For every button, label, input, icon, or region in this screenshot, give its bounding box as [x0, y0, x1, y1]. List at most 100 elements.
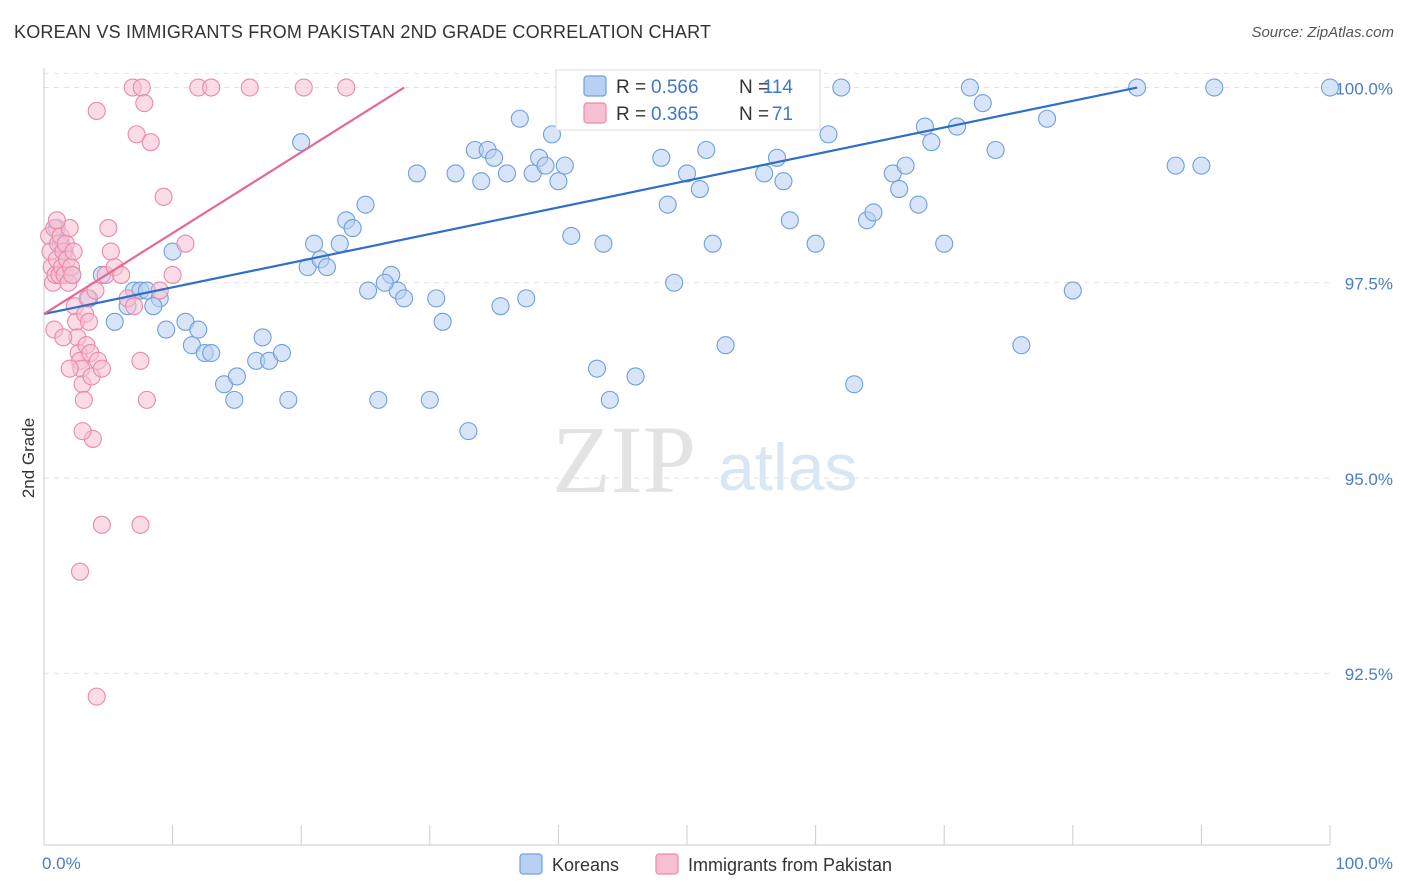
- pakistan-point: [131, 515, 150, 534]
- korean-point: [677, 164, 697, 183]
- korean-point: [555, 156, 574, 175]
- pakistan-point: [101, 242, 120, 261]
- korean-point: [517, 289, 536, 308]
- pakistan-point: [54, 328, 73, 347]
- x-tick-labels: 0.0% 100.0%: [42, 854, 1393, 873]
- pakistan-point: [92, 359, 111, 378]
- pakistan-point: [87, 687, 106, 706]
- korean-point: [626, 367, 645, 386]
- korean-point: [433, 312, 452, 331]
- korean-point: [1166, 156, 1185, 175]
- korean-point: [697, 140, 716, 160]
- korean-point: [497, 164, 517, 183]
- korean-point: [420, 390, 439, 409]
- legend-swatch-pakistan: [583, 102, 607, 124]
- korean-point: [292, 133, 311, 152]
- pakistan-point: [63, 265, 82, 284]
- korean-point: [562, 226, 581, 245]
- y-tick-label: 95.0%: [1345, 470, 1393, 489]
- legend-r-value-pakistan: 0.365: [651, 104, 699, 125]
- bottom-legend-label-pakistan: Immigrants from Pakistan: [688, 855, 892, 875]
- korean-point: [594, 234, 613, 253]
- korean-point: [472, 172, 491, 191]
- pakistan-point: [79, 312, 99, 331]
- korean-point: [935, 234, 954, 253]
- korean-point: [819, 125, 838, 144]
- korean-point: [407, 164, 426, 183]
- korean-point: [395, 289, 414, 308]
- korean-point: [343, 219, 362, 238]
- korean-point: [774, 172, 793, 191]
- pakistan-point: [240, 78, 259, 97]
- legend-box: R = 0.566 N = 114 R = 0.365 N = 71: [555, 69, 821, 131]
- pakistan-point: [70, 562, 90, 581]
- korean-point: [703, 234, 722, 253]
- korean-point: [536, 156, 555, 175]
- korean-point: [652, 148, 671, 167]
- korean-trendline: [43, 86, 1138, 316]
- chart-source: Source: ZipAtlas.com: [1251, 24, 1394, 41]
- korean-point: [806, 234, 825, 253]
- korean-point: [369, 390, 388, 409]
- korean-point: [446, 164, 465, 183]
- pakistan-point: [176, 234, 195, 253]
- korean-point: [1038, 109, 1057, 128]
- pakistan-point: [132, 78, 151, 97]
- legend-r-value-koreans: 0.566: [651, 77, 699, 98]
- korean-point: [690, 179, 709, 199]
- korean-point: [427, 289, 446, 308]
- axes: [43, 68, 1330, 846]
- pakistan-point: [154, 187, 173, 206]
- pakistan-point: [294, 78, 313, 97]
- pakistan-point: [337, 78, 356, 97]
- pakistan-point: [131, 351, 150, 370]
- pakistan-point: [135, 94, 154, 113]
- korean-point: [491, 297, 510, 316]
- korean-point: [587, 359, 607, 378]
- korean-point: [716, 336, 735, 355]
- korean-point: [600, 390, 619, 409]
- korean-point: [279, 390, 298, 409]
- korean-point: [845, 375, 864, 394]
- korean-point: [253, 328, 272, 347]
- y-axis-title: 2nd Grade: [19, 418, 38, 498]
- korean-point: [864, 203, 883, 222]
- trendlines: [43, 86, 1138, 316]
- pakistan-point: [141, 133, 160, 152]
- korean-point: [922, 133, 941, 152]
- pakistan-point: [74, 390, 93, 409]
- korean-point: [960, 78, 979, 97]
- legend-n-value-koreans: 114: [763, 77, 794, 98]
- korean-point: [1205, 78, 1224, 97]
- y-tick-label: 97.5%: [1345, 275, 1393, 294]
- korean-point: [272, 343, 291, 363]
- legend-r-label-koreans: R =: [616, 77, 646, 98]
- legend-n-label-koreans: N =: [739, 77, 769, 98]
- bottom-legend: Koreans Immigrants from Pakistan: [519, 853, 892, 875]
- bottom-legend-swatch-pakistan: [655, 853, 679, 875]
- pakistan-point: [60, 359, 79, 378]
- pakistan-point: [163, 265, 182, 284]
- pakistan-point: [47, 211, 66, 230]
- korean-point: [1063, 281, 1082, 300]
- legend-n-value-pakistan: 71: [772, 104, 793, 125]
- pakistan-point: [137, 390, 156, 409]
- legend-r-label-pakistan: R =: [616, 104, 646, 125]
- y-tick-label: 92.5%: [1345, 665, 1393, 684]
- korean-point: [1320, 78, 1340, 97]
- korean-point: [665, 273, 684, 292]
- korean-point: [359, 281, 378, 300]
- korean-point: [202, 343, 221, 363]
- watermark-zip: ZIP: [552, 406, 696, 513]
- pakistan-point: [127, 125, 146, 144]
- korean-point: [549, 172, 568, 191]
- watermark: ZIP atlas: [552, 406, 857, 513]
- korean-point: [375, 273, 394, 292]
- korean-point: [1192, 156, 1211, 175]
- y-tick-labels: 100.0% 97.5% 95.0% 92.5%: [1335, 80, 1393, 685]
- korean-point: [658, 195, 677, 214]
- x-tick-label: 0.0%: [42, 854, 81, 873]
- korean-point: [780, 211, 799, 230]
- bottom-legend-swatch-koreans: [519, 853, 543, 875]
- pakistan-point: [92, 515, 111, 534]
